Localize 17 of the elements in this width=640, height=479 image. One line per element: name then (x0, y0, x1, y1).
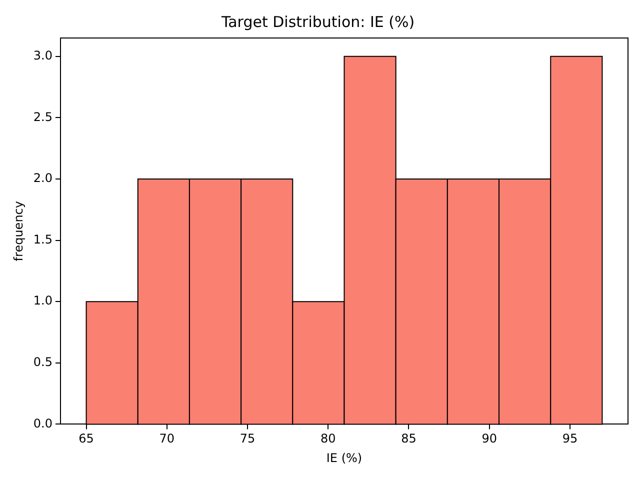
y-axis-title: frequency (11, 201, 26, 262)
x-tick-label: 80 (320, 432, 336, 446)
x-tick-label: 95 (562, 432, 578, 446)
x-tick-label: 70 (159, 432, 175, 446)
y-tick-label: 2.0 (33, 171, 52, 186)
x-tick-label: 75 (240, 432, 256, 446)
y-tick-label: 2.5 (33, 110, 52, 124)
y-tick-label: 1.5 (33, 232, 52, 246)
x-tick-label: 65 (78, 432, 94, 446)
x-axis-title: IE (%) (326, 450, 362, 465)
y-tick-label: 3.0 (33, 48, 52, 63)
y-tick-label: 1.0 (33, 294, 52, 308)
y-tick-label: 0.0 (33, 416, 52, 430)
y-tick-label: 0.5 (33, 355, 52, 370)
x-tick-label: 85 (401, 432, 416, 446)
chart-title: Target Distribution: IE (%) (220, 12, 415, 31)
x-tick-label: 90 (482, 432, 497, 446)
